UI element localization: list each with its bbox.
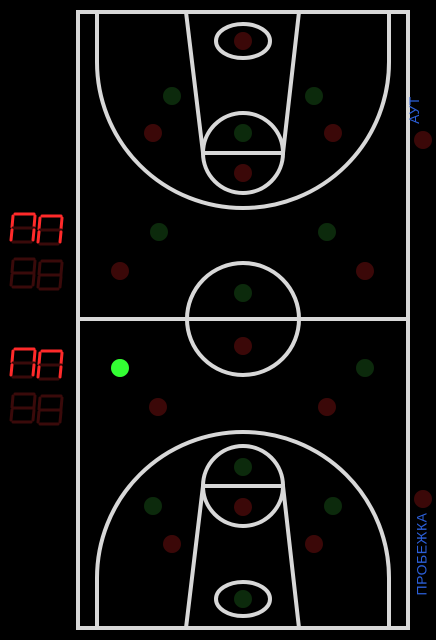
position-dot xyxy=(163,87,181,105)
position-dot xyxy=(414,131,432,149)
top-tens-segment-b xyxy=(32,214,37,229)
top-tens-shadow-segment-b xyxy=(32,259,37,274)
top-free-throw-circle xyxy=(201,111,285,195)
bottom-free-throw-circle xyxy=(201,444,285,528)
position-dot xyxy=(234,124,252,142)
position-dot xyxy=(305,87,323,105)
bottom-ones-shadow-segment-b xyxy=(59,396,64,411)
bottom-ones-shadow-segment-c xyxy=(58,410,63,424)
top-ones-shadow-segment-b xyxy=(59,261,64,276)
position-dot xyxy=(234,458,252,476)
top-tens-segment-f xyxy=(10,214,15,229)
travel-label: ПРОБЕЖКА xyxy=(413,512,430,596)
position-dot xyxy=(305,535,323,553)
top-tens-segment-c xyxy=(31,228,36,242)
bottom-ones-segment-e xyxy=(36,365,41,379)
top-lane xyxy=(184,11,301,155)
bottom-tens-segment-c xyxy=(31,363,36,377)
position-dot xyxy=(324,124,342,142)
top-three-point-line xyxy=(95,12,391,210)
bottom-ones-shadow-segment-f xyxy=(37,396,42,411)
position-dot xyxy=(234,284,252,302)
bottom-tens-shadow-segment-c xyxy=(31,408,36,422)
top-ones-segment-f xyxy=(37,216,42,231)
bottom-ones-shadow-segment-e xyxy=(36,410,41,424)
top-tens-shadow-segment-f xyxy=(10,259,15,274)
position-dot xyxy=(318,398,336,416)
position-dot xyxy=(356,359,374,377)
position-dot xyxy=(144,124,162,142)
position-dot xyxy=(234,32,252,50)
bottom-tens-shadow-segment-b xyxy=(32,394,37,409)
score-display-top xyxy=(9,212,64,291)
bottom-lane xyxy=(184,484,301,629)
bottom-tens-segment-e xyxy=(9,363,14,377)
position-dot xyxy=(234,498,252,516)
top-ones-segment-c xyxy=(58,230,63,244)
bottom-tens-shadow-segment-e xyxy=(9,408,14,422)
top-ones-shadow-segment-c xyxy=(58,275,63,289)
bottom-three-point-line xyxy=(95,430,391,628)
position-dot xyxy=(234,337,252,355)
position-dot xyxy=(324,497,342,515)
top-tens-shadow-segment-e xyxy=(9,273,14,287)
position-dot xyxy=(144,497,162,515)
bottom-ones-segment-f xyxy=(37,351,42,366)
bottom-tens-segment-b xyxy=(32,349,37,364)
top-tens-shadow-segment-c xyxy=(31,273,36,287)
bottom-tens-shadow-segment-f xyxy=(10,394,15,409)
position-dot xyxy=(150,223,168,241)
top-ones-shadow-segment-f xyxy=(37,261,42,276)
position-dot xyxy=(163,535,181,553)
position-dot xyxy=(111,262,129,280)
position-dot xyxy=(234,164,252,182)
player-positions xyxy=(111,32,432,608)
top-tens-segment-e xyxy=(9,228,14,242)
bottom-ones-segment-b xyxy=(59,351,64,366)
score-display-bottom xyxy=(9,347,64,426)
bottom-ones-segment-c xyxy=(58,365,63,379)
top-ones-segment-e xyxy=(36,230,41,244)
position-dot xyxy=(414,490,432,508)
out-label: АУТ xyxy=(405,96,422,124)
position-dot xyxy=(149,398,167,416)
top-basket xyxy=(214,22,272,60)
bottom-tens-segment-f xyxy=(10,349,15,364)
active-player-dot[interactable] xyxy=(111,359,129,377)
position-dot xyxy=(356,262,374,280)
position-dot xyxy=(318,223,336,241)
top-ones-segment-b xyxy=(59,216,64,231)
bottom-basket xyxy=(214,580,272,618)
top-ones-shadow-segment-e xyxy=(36,275,41,289)
position-dot xyxy=(234,590,252,608)
center-circle xyxy=(185,261,301,377)
